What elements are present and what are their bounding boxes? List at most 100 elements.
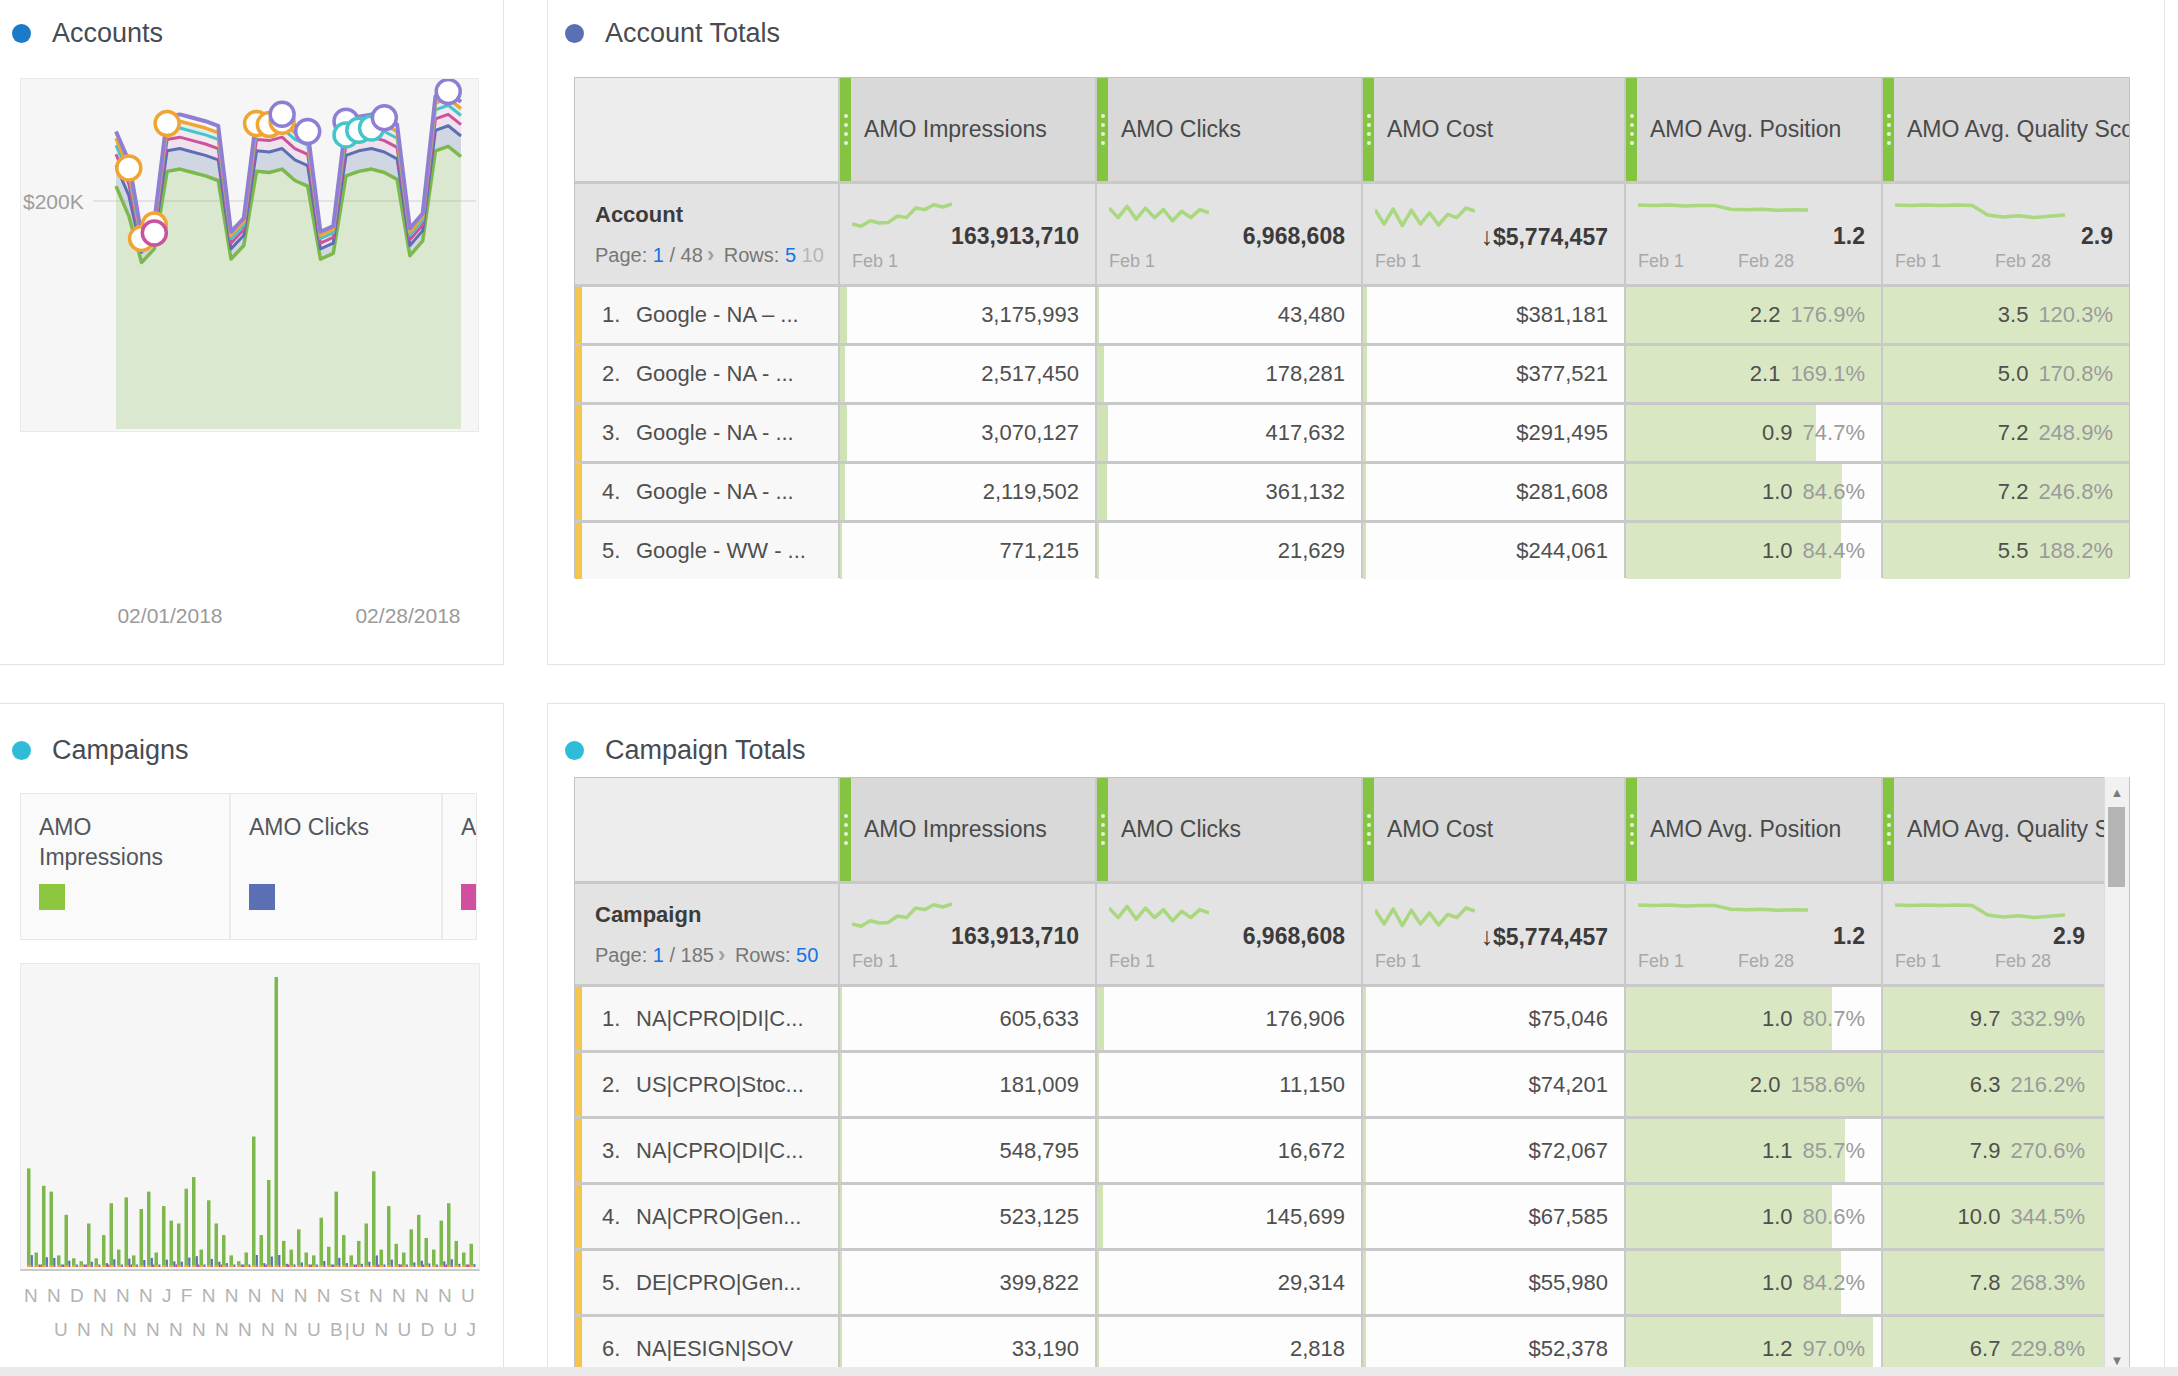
column-drag-handle-icon[interactable]	[1883, 78, 1894, 181]
row-label-cell[interactable]: 4.Google - NA - ...	[575, 464, 838, 520]
column-header[interactable]: AMO Clicks	[1097, 778, 1361, 881]
metric-cell: $55,980	[1363, 1251, 1624, 1314]
scrollbar-up-icon[interactable]: ▲	[2105, 785, 2129, 800]
row-label-cell[interactable]: 5.DE|CPRO|Gen...	[575, 1251, 838, 1314]
sparkline-quality	[1895, 200, 2065, 230]
column-header[interactable]: AMO Cost	[1363, 778, 1624, 881]
row-label-cell[interactable]: 3.NA|CPRO|DI|C...	[575, 1119, 838, 1182]
cell-value: 523,125	[999, 1204, 1079, 1230]
cell-value: 7.8268.3%	[1970, 1270, 2085, 1296]
cell-mini-bar	[1097, 1251, 1099, 1314]
totals-value: ↓$5,774,457	[1480, 222, 1608, 251]
rows-option-link[interactable]: 10	[796, 244, 824, 266]
column-header[interactable]: AMO Impressions	[840, 778, 1095, 881]
column-drag-handle-icon[interactable]	[1363, 778, 1374, 881]
metric-cell: 43,480	[1097, 287, 1361, 343]
cell-value: 16,672	[1278, 1138, 1345, 1164]
spark-start-label: Feb 1	[1638, 951, 1684, 972]
column-header-label: AMO Cost	[1387, 116, 1493, 143]
legend-item[interactable]: AMO Impressions	[21, 794, 231, 939]
campaigns-x-axis-row2: U N N N N N N N N N N U B|U N U D U J F …	[54, 1319, 484, 1341]
column-drag-handle-icon[interactable]	[840, 778, 851, 881]
cell-mini-bar	[840, 1119, 842, 1182]
scrollbar-thumb[interactable]	[2108, 807, 2125, 887]
rows-selected-link[interactable]: 5	[785, 244, 796, 266]
column-header-label: AMO Clicks	[1121, 116, 1241, 143]
column-header[interactable]: AMO Clicks	[1097, 78, 1361, 181]
cell-value: 605,633	[999, 1006, 1079, 1032]
campaign-table-scrollbar[interactable]: ▲ ▼	[2104, 777, 2129, 1376]
position-cell: 1.080.6%	[1626, 1185, 1881, 1248]
cell-value: 33,190	[1012, 1336, 1079, 1362]
column-header[interactable]: AMO Avg. Quality Score	[1883, 78, 2129, 181]
row-status-accent	[575, 1053, 582, 1116]
column-drag-handle-icon[interactable]	[840, 78, 851, 181]
cell-value: $75,046	[1528, 1006, 1608, 1032]
metric-cell: $72,067	[1363, 1119, 1624, 1182]
metric-cell: 771,215	[840, 523, 1095, 579]
campaigns-x-axis-row1: N N D N N N J F N N N N N N St N N N N U…	[24, 1285, 484, 1307]
metric-cell: 417,632	[1097, 405, 1361, 461]
row-name: NA|CPRO|Gen...	[636, 1204, 801, 1230]
column-header[interactable]: AMO Avg. Quality Score	[1883, 778, 2129, 881]
next-page-icon[interactable]: ›	[703, 242, 718, 267]
marker-orange[interactable]	[117, 156, 141, 180]
metric-cell: 605,633	[840, 987, 1095, 1050]
next-page-icon[interactable]: ›	[714, 942, 729, 967]
column-header[interactable]: AMO Impressions	[840, 78, 1095, 181]
metric-cell: $291,495	[1363, 405, 1624, 461]
marker-purple[interactable]	[436, 80, 460, 104]
row-label-cell[interactable]: 1.NA|CPRO|DI|C...	[575, 987, 838, 1050]
cell-pct: 170.8%	[2038, 361, 2113, 386]
cell-value: 3.5120.3%	[1998, 302, 2113, 328]
column-drag-handle-icon[interactable]	[1363, 78, 1374, 181]
scrollbar-down-icon[interactable]: ▼	[2105, 1353, 2129, 1368]
rows-selected-link[interactable]: 50	[796, 944, 818, 966]
column-header[interactable]: AMO Cost	[1363, 78, 1624, 181]
spark-start-label: Feb 1	[1375, 251, 1421, 272]
row-label-cell[interactable]: 2.US|CPRO|Stoc...	[575, 1053, 838, 1116]
column-drag-handle-icon[interactable]	[1626, 778, 1637, 881]
accounts-chart[interactable]: $200K	[20, 78, 479, 432]
cell-value: 2.2176.9%	[1750, 302, 1865, 328]
row-rank: 1.	[602, 302, 636, 328]
header-entity-cell	[575, 778, 838, 881]
row-label-cell[interactable]: 4.NA|CPRO|Gen...	[575, 1185, 838, 1248]
cell-value: 5.5188.2%	[1998, 538, 2113, 564]
marker-purple[interactable]	[270, 102, 294, 126]
column-drag-handle-icon[interactable]	[1097, 78, 1108, 181]
page-current-link[interactable]: 1	[653, 944, 664, 966]
legend-item[interactable]: AMO Clicks	[231, 794, 443, 939]
entity-label: Account	[595, 202, 683, 228]
campaigns-chart[interactable]	[20, 963, 480, 1271]
column-header-label: AMO Avg. Quality Score	[1907, 816, 2129, 843]
position-cell: 1.084.4%	[1626, 523, 1881, 579]
legend-item[interactable]: AMO Cost	[443, 794, 477, 939]
sparkline-cost	[1375, 898, 1475, 934]
row-name: US|CPRO|Stoc...	[636, 1072, 804, 1098]
row-status-accent	[575, 287, 582, 343]
column-drag-handle-icon[interactable]	[1883, 778, 1894, 881]
marker-magenta[interactable]	[142, 221, 166, 245]
marker-orange[interactable]	[155, 111, 179, 135]
page-label: Page:	[595, 244, 653, 266]
totals-value: 163,913,710	[951, 223, 1079, 250]
marker-purple[interactable]	[296, 119, 320, 143]
row-name: Google - NA – ...	[636, 302, 799, 328]
row-label-cell[interactable]: 2.Google - NA - ...	[575, 346, 838, 402]
marker-purple[interactable]	[372, 106, 396, 130]
page-current-link[interactable]: 1	[653, 244, 664, 266]
row-label-cell[interactable]: 3.Google - NA - ...	[575, 405, 838, 461]
cell-value: 1.084.2%	[1762, 1270, 1865, 1296]
campaign-totals-bullet-icon	[565, 741, 584, 760]
column-drag-handle-icon[interactable]	[1097, 778, 1108, 881]
column-header[interactable]: AMO Avg. Position	[1626, 78, 1881, 181]
legend-swatch-icon	[249, 884, 275, 910]
cell-value: 6.7229.8%	[1970, 1336, 2085, 1362]
column-drag-handle-icon[interactable]	[1626, 78, 1637, 181]
column-header[interactable]: AMO Avg. Position	[1626, 778, 1881, 881]
row-label-cell[interactable]: 1.Google - NA – ...	[575, 287, 838, 343]
row-rank: 5.	[602, 1270, 636, 1296]
row-label-cell[interactable]: 5.Google - WW - ...	[575, 523, 838, 579]
page-bottom-scrollbar[interactable]	[0, 1367, 2178, 1376]
